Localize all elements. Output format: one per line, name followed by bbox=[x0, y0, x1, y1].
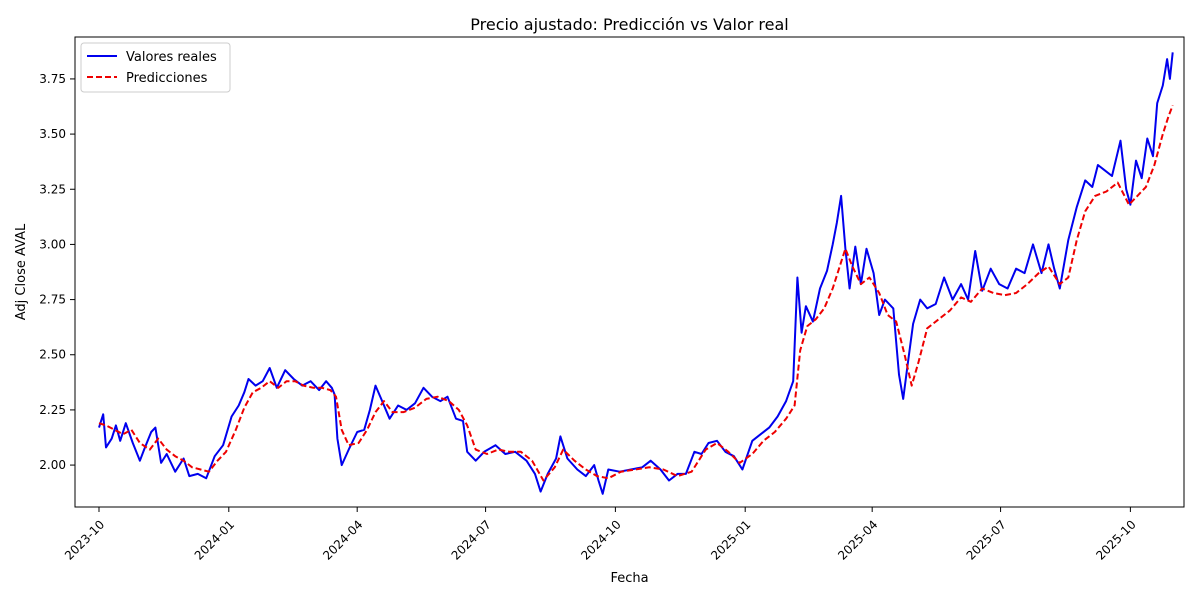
series-line-predicciones bbox=[98, 105, 1174, 482]
y-tick-label: 3.75 bbox=[39, 72, 66, 86]
plot-area bbox=[74, 36, 1185, 508]
x-axis-label: Fecha bbox=[610, 571, 648, 586]
legend-frame bbox=[80, 42, 231, 93]
legend: Valores reales Predicciones bbox=[80, 42, 231, 93]
y-tick-label: 2.25 bbox=[39, 403, 66, 417]
y-axis-label: Adj Close AVAL bbox=[14, 223, 29, 320]
y-axis: 2.00 2.25 2.50 2.75 3.00 3.25 3.50 3.75 bbox=[39, 72, 75, 472]
y-tick-label: 2.75 bbox=[39, 293, 66, 307]
series-layer bbox=[98, 52, 1174, 495]
y-tick-label: 3.50 bbox=[39, 127, 66, 141]
legend-label-valores-reales: Valores reales bbox=[126, 50, 217, 65]
plot-frame bbox=[74, 36, 1185, 508]
chart-title: Precio ajustado: Predicción vs Valor rea… bbox=[470, 15, 789, 34]
y-tick-label: 3.25 bbox=[39, 182, 66, 196]
legend-label-predicciones: Predicciones bbox=[126, 71, 208, 86]
y-tick-label: 3.00 bbox=[39, 237, 66, 251]
y-tick-label: 2.50 bbox=[39, 348, 66, 362]
series-line-valores-reales bbox=[98, 52, 1174, 495]
y-tick-label: 2.00 bbox=[39, 458, 66, 472]
